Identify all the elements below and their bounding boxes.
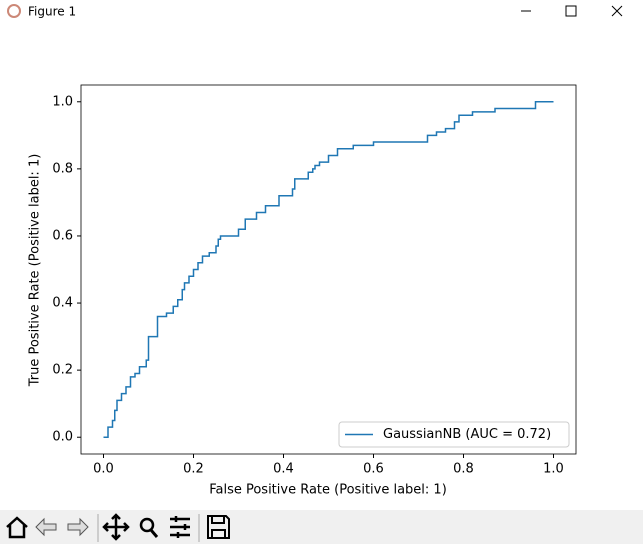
toolbar [0,510,643,544]
y-tick-label: 1.0 [52,94,73,109]
x-tick-label: 1.0 [543,462,564,477]
zoom-button[interactable] [139,517,155,533]
y-tick-label: 0.0 [52,430,73,445]
x-tick-label: 0.2 [183,462,204,477]
x-tick-label: 0.6 [363,462,384,477]
legend-box [338,421,570,448]
y-axis-label: True Positive Rate (Positive label: 1) [28,154,43,388]
y-tick-label: 0.2 [52,363,73,378]
maximize-button[interactable] [565,5,577,17]
y-tick-label: 0.6 [52,228,73,243]
back-button[interactable] [35,517,57,537]
pan-button[interactable] [102,513,130,541]
x-tick-label: 0.4 [273,462,294,477]
configure-button[interactable] [170,516,190,538]
roc-curve [103,101,554,438]
home-button[interactable] [6,516,28,539]
legend-label: GaussianNB (AUC = 0.72) [383,427,551,442]
title-bar [0,0,643,24]
forward-button[interactable] [67,517,89,537]
x-axis-label: False Positive Rate (Positive label: 1) [209,483,447,498]
close-button[interactable] [611,5,623,17]
y-tick-label: 0.4 [52,296,73,311]
x-tick-label: 0.0 [93,462,114,477]
axes-frame [80,84,577,455]
x-tick-label: 0.8 [453,462,474,477]
window-title: Figure 1 [28,5,76,19]
zoom-button-handle [149,529,159,538]
save-button[interactable] [207,515,230,539]
y-tick-label: 0.8 [52,161,73,176]
app-icon [7,4,21,18]
